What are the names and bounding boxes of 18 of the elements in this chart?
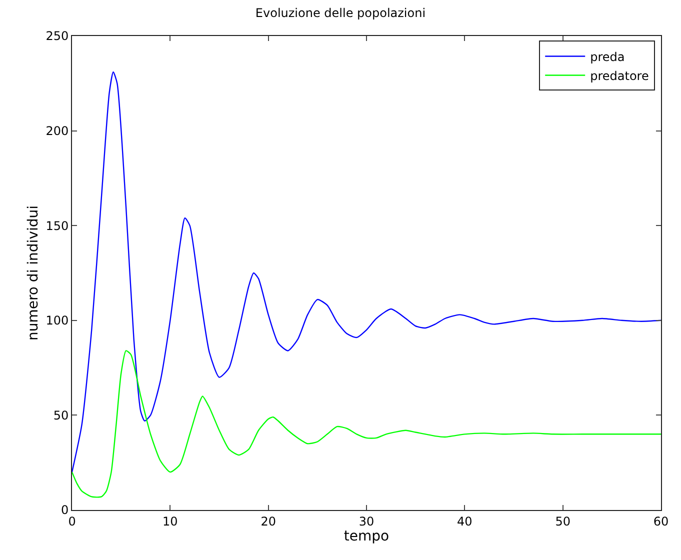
- chart-title: Evoluzione delle popolazioni: [255, 6, 426, 20]
- y-tick-label: 100: [46, 314, 69, 328]
- y-tick-label: 50: [53, 408, 69, 422]
- x-tick-label: 40: [457, 514, 472, 528]
- legend-label: preda: [590, 50, 625, 64]
- y-tick-label: 150: [46, 218, 69, 233]
- y-tick-label: 0: [60, 503, 69, 518]
- y-axis-title: numero di individui: [25, 205, 42, 341]
- x-tick-label: 30: [358, 514, 374, 528]
- x-tick-label: 10: [162, 514, 178, 528]
- x-tick-label: 50: [555, 514, 570, 528]
- x-tick-label: 60: [653, 514, 669, 528]
- legend-label: predatore: [590, 68, 649, 83]
- x-tick-label: 20: [260, 514, 276, 528]
- line-series: [72, 350, 661, 498]
- y-tick-label: 250: [46, 29, 69, 44]
- y-tick-label: 200: [46, 124, 69, 138]
- x-axis-title: tempo: [344, 528, 390, 544]
